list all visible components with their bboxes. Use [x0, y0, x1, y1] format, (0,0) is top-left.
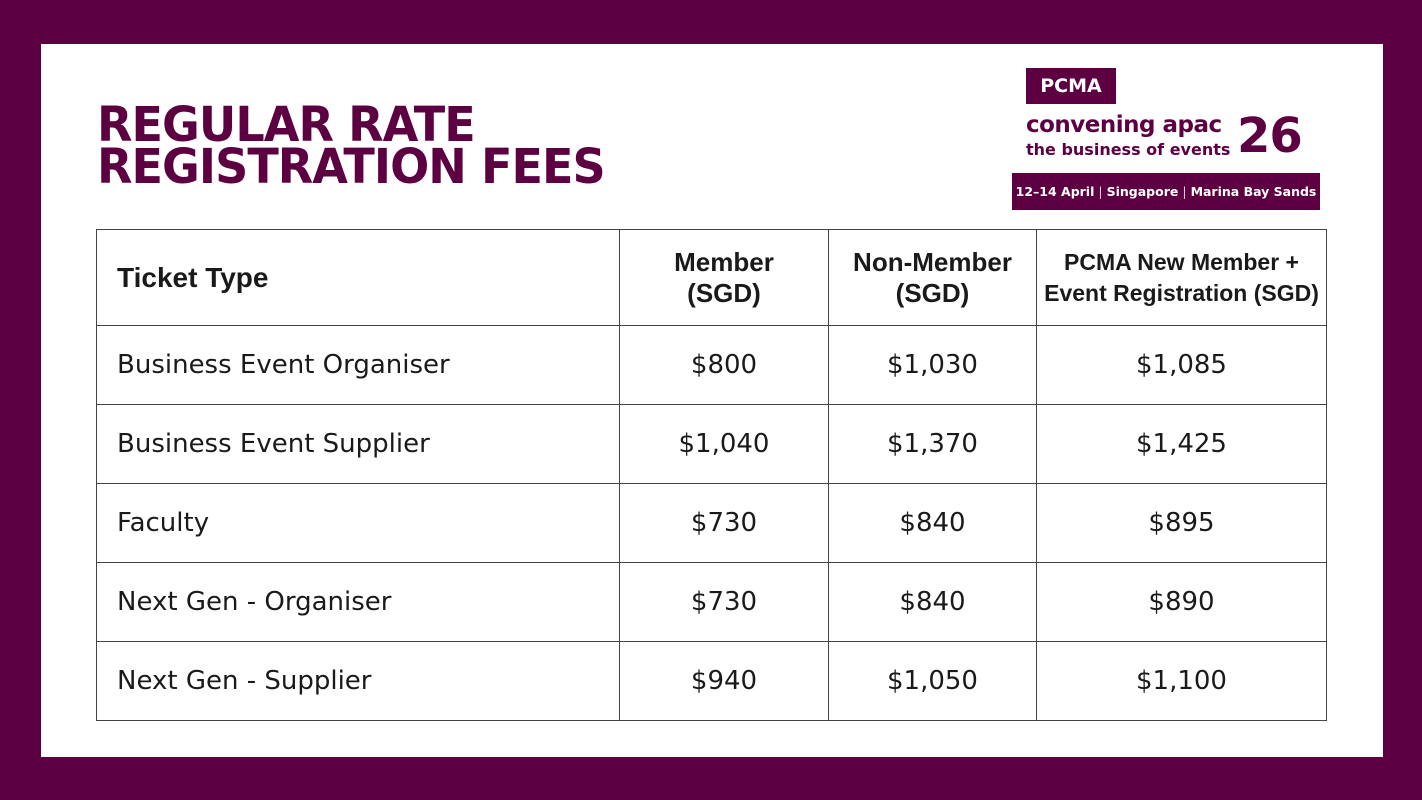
logo-year-number: 26: [1237, 108, 1303, 164]
header-non-member-label: Non-Member (SGD): [853, 246, 1012, 308]
header-new-member-label: PCMA New Member + Event Registration (SG…: [1044, 248, 1319, 306]
header-member-label: Member (SGD): [674, 246, 774, 308]
non-member-price-cell: $1,030: [828, 325, 1037, 405]
new-member-price-cell: $1,100: [1036, 641, 1327, 721]
ticket-type-cell: Next Gen - Organiser: [96, 562, 620, 642]
ticket-type-cell: Faculty: [96, 483, 620, 563]
header-non-member: Non-Member (SGD): [828, 229, 1037, 326]
title-line-1: REGULAR RATE: [97, 97, 476, 153]
table-header-row: Ticket Type Member (SGD) Non-Member (SGD…: [96, 229, 1327, 326]
fees-table: Ticket Type Member (SGD) Non-Member (SGD…: [96, 229, 1327, 721]
table-row: Business Event Supplier $1,040 $1,370 $1,42…: [96, 404, 1327, 484]
new-member-price-cell: $890: [1036, 562, 1327, 642]
member-price-cell: $730: [619, 562, 829, 642]
event-dates: 12–14 April: [1015, 184, 1095, 199]
table-row: Next Gen - Supplier $940 $1,050 $1,100: [96, 641, 1327, 721]
table-row: Faculty $730 $840 $895: [96, 483, 1327, 563]
title-line-2: REGISTRATION FEES: [97, 139, 606, 195]
logo-event-name: convening apac: [1026, 112, 1222, 138]
non-member-price-cell: $840: [828, 562, 1037, 642]
separator: |: [1182, 184, 1187, 199]
new-member-price-cell: $1,085: [1036, 325, 1327, 405]
ticket-type-cell: Next Gen - Supplier: [96, 641, 620, 721]
ticket-type-cell: Business Event Supplier: [96, 404, 620, 484]
logo-tagline: the business of events: [1026, 140, 1231, 159]
event-venue: Marina Bay Sands: [1190, 184, 1317, 199]
table-row: Business Event Organiser $800 $1,030 $1,085: [96, 325, 1327, 405]
non-member-price-cell: $1,370: [828, 404, 1037, 484]
header-new-member: PCMA New Member + Event Registration (SG…: [1036, 229, 1327, 326]
member-price-cell: $1,040: [619, 404, 829, 484]
header-ticket-type: Ticket Type: [96, 229, 620, 326]
header-member: Member (SGD): [619, 229, 829, 326]
page-title: REGULAR RATE REGISTRATION FEES: [97, 97, 606, 195]
event-details-bar: 12–14 April | Singapore | Marina Bay Sands: [1012, 173, 1320, 210]
pcma-logo: PCMA: [1026, 68, 1116, 104]
member-price-cell: $940: [619, 641, 829, 721]
new-member-price-cell: $895: [1036, 483, 1327, 563]
non-member-price-cell: $1,050: [828, 641, 1037, 721]
event-city: Singapore: [1106, 184, 1179, 199]
new-member-price-cell: $1,425: [1036, 404, 1327, 484]
table-row: Next Gen - Organiser $730 $840 $890: [96, 562, 1327, 642]
slide: REGULAR RATE REGISTRATION FEES PCMA conv…: [41, 44, 1383, 757]
member-price-cell: $730: [619, 483, 829, 563]
member-price-cell: $800: [619, 325, 829, 405]
non-member-price-cell: $840: [828, 483, 1037, 563]
ticket-type-cell: Business Event Organiser: [96, 325, 620, 405]
separator: |: [1098, 184, 1103, 199]
event-logo: PCMA convening apac the business of even…: [1012, 68, 1320, 210]
